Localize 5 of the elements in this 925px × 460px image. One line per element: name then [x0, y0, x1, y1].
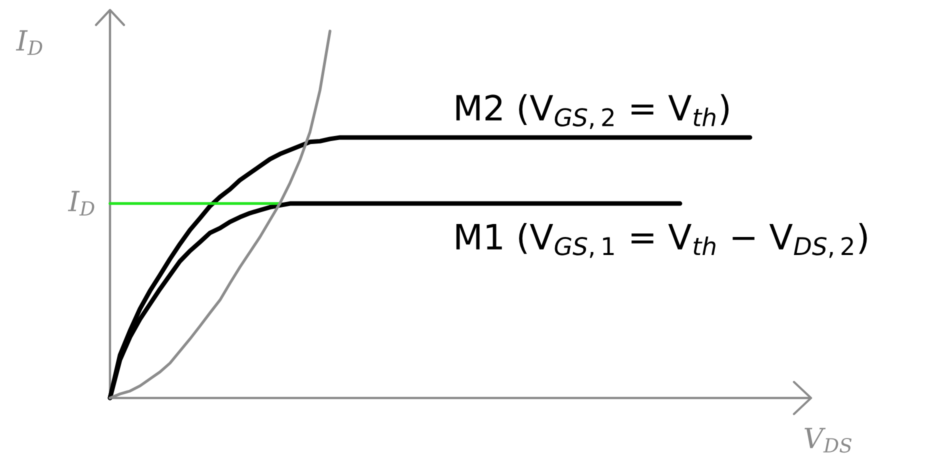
series-label: I$_{D}$: [68, 190, 94, 216]
series-label: M1 (V$_{GS,1}$ = V$_{th}$ − V$_{DS,2}$): [456, 222, 867, 258]
series-label: M2 (V$_{GS,2}$ = V$_{th}$): [456, 94, 729, 129]
x-axis-title: V$_{DS}$: [804, 428, 852, 453]
y-axis-title: I$_{D}$: [16, 30, 42, 55]
